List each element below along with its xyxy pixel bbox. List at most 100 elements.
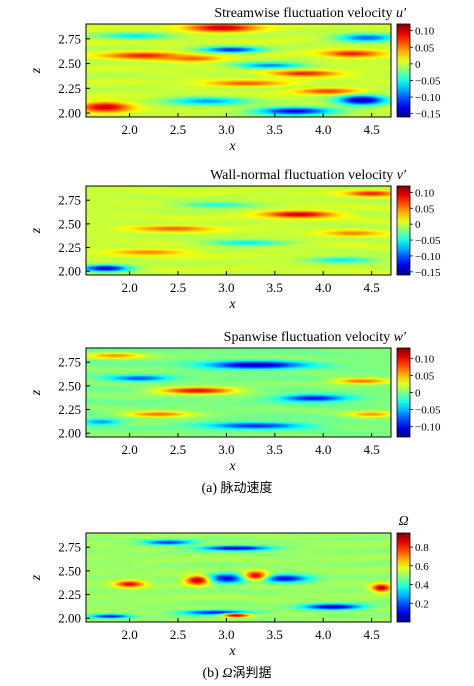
colorbar [396, 532, 411, 623]
field-image [86, 348, 391, 437]
colorbar-tick-label: 0.4 [415, 580, 429, 592]
x-tick-label: 4.0 [315, 442, 331, 457]
colorbar-tick-label: 0.05 [415, 203, 435, 215]
colorbar-tick-label: 0.8 [415, 542, 429, 554]
x-tick-label: 3.0 [218, 122, 234, 137]
x-axis-label: x [228, 644, 236, 659]
x-tick-label: 3.5 [267, 442, 283, 457]
colorbar-tick-label: 0 [415, 219, 421, 231]
y-axis-label: z [29, 389, 44, 396]
panel-title: Spanwise fluctuation velocity w′ [224, 330, 407, 345]
y-tick-label: 2.75 [58, 193, 81, 208]
chart-panel-4: 2.0 2.5 3.0 3.5 4.0 4.5 2.00 2.25 2.50 2.75 x z 0.8 0… [29, 514, 429, 659]
caption-b-text: 涡判据 [232, 666, 271, 681]
x-tick-label: 2.0 [121, 627, 137, 642]
y-tick-label: 2.75 [58, 540, 81, 555]
field-image [86, 186, 391, 275]
colorbar-tick-label: −0.05 [415, 75, 441, 87]
caption-b-label: (b) [203, 666, 223, 681]
x-axis-label: x [228, 459, 236, 474]
y-tick-label: 2.25 [58, 81, 81, 96]
x-tick-label: 2.5 [170, 442, 186, 457]
x-tick-label: 3.0 [218, 442, 234, 457]
panel-title-symbol: u′ [396, 6, 407, 21]
caption-a-label: (a) [201, 481, 220, 496]
x-tick-label: 4.5 [364, 442, 380, 457]
y-axis-label: z [29, 67, 44, 74]
field-image [86, 24, 391, 117]
x-tick-label: 4.5 [364, 627, 380, 642]
x-tick-label: 4.0 [315, 627, 331, 642]
panel-title: Wall-normal fluctuation velocity v′ [210, 168, 407, 183]
x-tick-label: 2.0 [121, 122, 137, 137]
x-tick-label: 3.0 [218, 627, 234, 642]
panel-title-symbol: w′ [394, 330, 407, 345]
y-axis-label: z [29, 574, 44, 581]
y-tick-label: 2.50 [58, 56, 81, 71]
colorbar [396, 23, 411, 118]
x-tick-label: 4.0 [315, 122, 331, 137]
colorbar-tick-label: 0.05 [415, 370, 435, 382]
colorbar-tick-label: −0.10 [415, 92, 441, 104]
x-tick-label: 2.5 [170, 280, 186, 295]
y-tick-label: 2.25 [58, 402, 81, 417]
panel-title-text: Spanwise fluctuation velocity [224, 330, 394, 345]
field-image [86, 533, 391, 622]
colorbar-label: Ω [398, 514, 408, 529]
panel-title-text: Streamwise fluctuation velocity [214, 6, 396, 21]
colorbar-tick-label: 0.2 [415, 598, 429, 610]
colorbar [396, 185, 411, 276]
panel-title-symbol: v′ [397, 168, 407, 183]
y-tick-label: 2.00 [58, 611, 81, 626]
x-tick-label: 3.5 [267, 122, 283, 137]
x-axis-label: x [228, 139, 236, 154]
colorbar-tick-label: 0.10 [415, 187, 435, 199]
x-tick-label: 2.5 [170, 627, 186, 642]
colorbar [396, 347, 411, 438]
y-tick-label: 2.00 [58, 426, 81, 441]
colorbar-tick-label: 0.05 [415, 42, 435, 54]
y-axis-label: z [29, 227, 44, 234]
y-tick-label: 2.25 [58, 240, 81, 255]
caption-b: (b) Ω涡判据 [203, 666, 272, 681]
colorbar-tick-label: −0.10 [415, 422, 441, 434]
chart-panel-2: 2.0 2.5 3.0 3.5 4.0 4.5 2.00 2.25 2.50 2.75 x z Wall… [29, 168, 441, 312]
y-tick-label: 2.50 [58, 378, 81, 393]
x-tick-label: 3.0 [218, 280, 234, 295]
panel-title-text: Wall-normal fluctuation velocity [210, 168, 397, 183]
panel-title: Streamwise fluctuation velocity u′ [214, 6, 407, 21]
caption-a-text: 脉动速度 [221, 480, 273, 496]
colorbar-tick-label: −0.10 [415, 251, 441, 263]
x-tick-label: 2.0 [121, 280, 137, 295]
y-tick-label: 2.75 [58, 31, 81, 46]
y-tick-label: 2.50 [58, 216, 81, 231]
x-tick-label: 2.5 [170, 122, 186, 137]
plot-frame [85, 532, 392, 623]
x-tick-label: 4.5 [364, 280, 380, 295]
caption-a: (a) 脉动速度 [201, 480, 272, 496]
colorbar-tick-label: 0 [415, 388, 421, 400]
y-tick-label: 2.25 [58, 587, 81, 602]
plot-frame [85, 185, 392, 276]
x-tick-label: 4.0 [315, 280, 331, 295]
x-tick-label: 2.0 [121, 442, 137, 457]
y-tick-label: 2.00 [58, 106, 81, 121]
y-tick-label: 2.50 [58, 563, 81, 578]
y-tick-label: 2.75 [58, 355, 81, 370]
chart-panel-1: 2.0 2.5 3.0 3.5 4.0 4.5 2.00 2.25 2.50 2.75 x z Stre… [29, 6, 441, 154]
colorbar-tick-label: −0.15 [415, 109, 441, 121]
chart-panel-3: 2.0 2.5 3.0 3.5 4.0 4.5 2.00 2.25 2.50 2.75 x z Span… [29, 330, 441, 474]
colorbar-tick-label: −0.15 [415, 267, 441, 279]
x-tick-label: 3.5 [267, 280, 283, 295]
x-axis-label: x [228, 297, 236, 312]
colorbar-tick-label: −0.05 [415, 405, 441, 417]
x-tick-label: 3.5 [267, 627, 283, 642]
colorbar-tick-label: 0.10 [415, 353, 435, 365]
x-tick-label: 4.5 [364, 122, 380, 137]
plot-frame [85, 23, 392, 118]
colorbar-tick-label: 0 [415, 59, 421, 71]
plot-frame [85, 347, 392, 438]
y-tick-label: 2.00 [58, 264, 81, 279]
colorbar-tick-label: 0.10 [415, 26, 435, 38]
